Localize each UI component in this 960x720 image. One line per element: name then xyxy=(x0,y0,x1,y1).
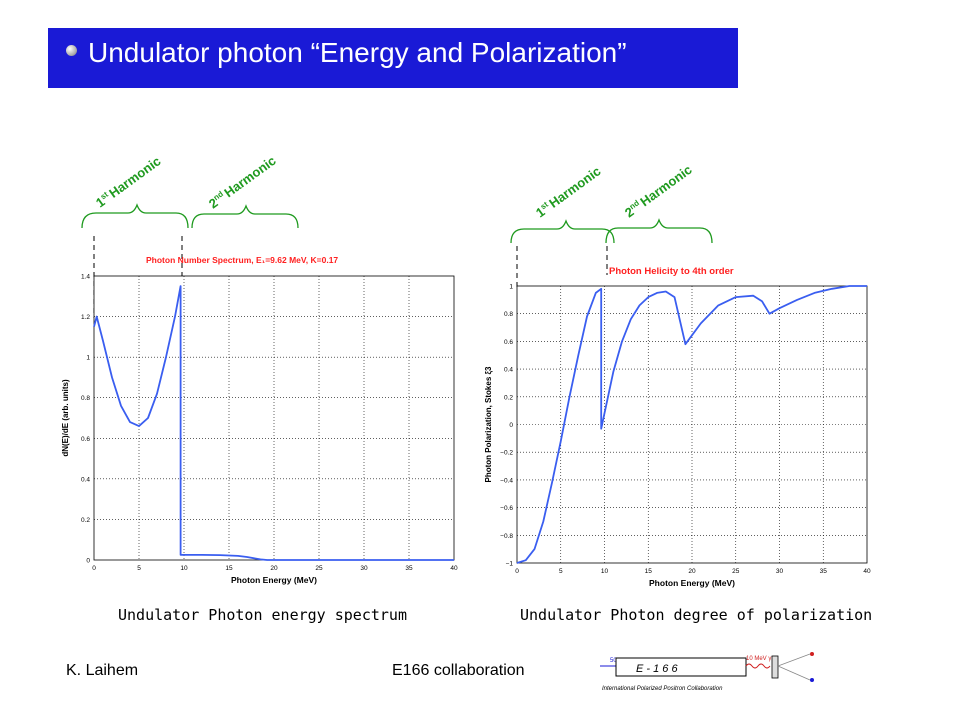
x-tick-label: 25 xyxy=(732,568,740,575)
x-tick-label: 0 xyxy=(515,568,519,575)
series-line xyxy=(516,285,867,564)
y-tick-label: 0 xyxy=(86,558,90,565)
y-tick-label: 0.2 xyxy=(504,394,513,401)
target-icon xyxy=(771,655,779,679)
footer-author: K. Laihem xyxy=(66,662,139,679)
x-tick-label: 20 xyxy=(688,568,696,575)
y-tick-label: 1.2 xyxy=(81,314,90,321)
y-tick-label: 0.4 xyxy=(504,367,513,374)
x-tick-label: 35 xyxy=(820,568,828,575)
brace-first-harmonic-right xyxy=(510,219,615,244)
y-tick-label: −0.8 xyxy=(500,533,513,540)
positron-dot xyxy=(810,652,814,656)
photon-wave xyxy=(745,663,771,669)
x-tick-label: 15 xyxy=(645,568,653,575)
e166-logo: 50 GeV e⁻ E - 1 6 6 10 MeV γ Internation… xyxy=(600,652,814,692)
y-axis-label: Photon Polarization, Stokes ξ3 xyxy=(484,366,493,483)
logo-collab-label: International Polarized Positron Collabo… xyxy=(602,686,723,692)
electron-dot xyxy=(810,678,814,682)
y-axis-label: dN(E)/dE (arb. units) xyxy=(61,379,70,457)
caption-polarization: Undulator Photon degree of polarization xyxy=(520,606,873,624)
x-tick-label: 15 xyxy=(225,565,233,572)
y-tick-label: 0.8 xyxy=(81,395,90,402)
y-tick-label: 0.6 xyxy=(81,436,90,443)
x-tick-label: 25 xyxy=(315,565,323,572)
y-tick-label: −0.2 xyxy=(500,450,513,457)
y-tick-label: 0.8 xyxy=(504,311,513,318)
x-tick-label: 35 xyxy=(405,565,413,572)
scatter-line xyxy=(777,665,811,681)
y-tick-label: 0.6 xyxy=(504,339,513,346)
y-tick-label: −0.6 xyxy=(500,505,513,512)
caption-energy-spectrum: Undulator Photon energy spectrum xyxy=(118,606,407,624)
y-tick-label: 1 xyxy=(86,355,90,362)
logo-box xyxy=(615,657,747,677)
x-axis-label: Photon Energy (MeV) xyxy=(649,578,735,588)
logo-center-label: E - 1 6 6 xyxy=(636,663,678,675)
bullet-icon xyxy=(66,45,77,56)
y-tick-label: −1 xyxy=(506,561,514,568)
title-bar: Undulator photon “Energy and Polarizatio… xyxy=(48,28,738,88)
y-tick-label: 0.4 xyxy=(81,476,90,483)
chart-title: Photon Helicity to 4th order xyxy=(609,266,734,277)
x-tick-label: 5 xyxy=(559,568,563,575)
x-tick-label: 20 xyxy=(270,565,278,572)
x-tick-label: 10 xyxy=(180,565,188,572)
x-tick-label: 30 xyxy=(360,565,368,572)
slide-title: Undulator photon “Energy and Polarizatio… xyxy=(88,37,627,68)
x-tick-label: 30 xyxy=(776,568,784,575)
footer-collaboration: E166 collaboration xyxy=(392,662,525,679)
scatter-line xyxy=(777,653,811,667)
logo-photon-label: 10 MeV γ xyxy=(746,656,771,662)
x-tick-label: 40 xyxy=(450,565,458,572)
brace-second-harmonic-left xyxy=(191,204,299,229)
brace-second-harmonic-right xyxy=(605,218,713,244)
chart-title: Photon Number Spectrum, E₁=9.62 MeV, K=0… xyxy=(146,255,338,265)
x-tick-label: 10 xyxy=(601,568,609,575)
y-tick-label: 0 xyxy=(509,422,513,429)
y-tick-label: 0.2 xyxy=(81,517,90,524)
x-tick-label: 5 xyxy=(137,565,141,572)
x-tick-label: 0 xyxy=(92,565,96,572)
x-tick-label: 40 xyxy=(863,568,871,575)
x-axis-label: Photon Energy (MeV) xyxy=(231,575,317,585)
y-tick-label: 1 xyxy=(509,284,513,291)
y-tick-label: 1.4 xyxy=(81,274,90,281)
series-line xyxy=(93,285,454,561)
brace-first-harmonic-left xyxy=(81,203,189,229)
y-tick-label: −0.4 xyxy=(500,477,513,484)
